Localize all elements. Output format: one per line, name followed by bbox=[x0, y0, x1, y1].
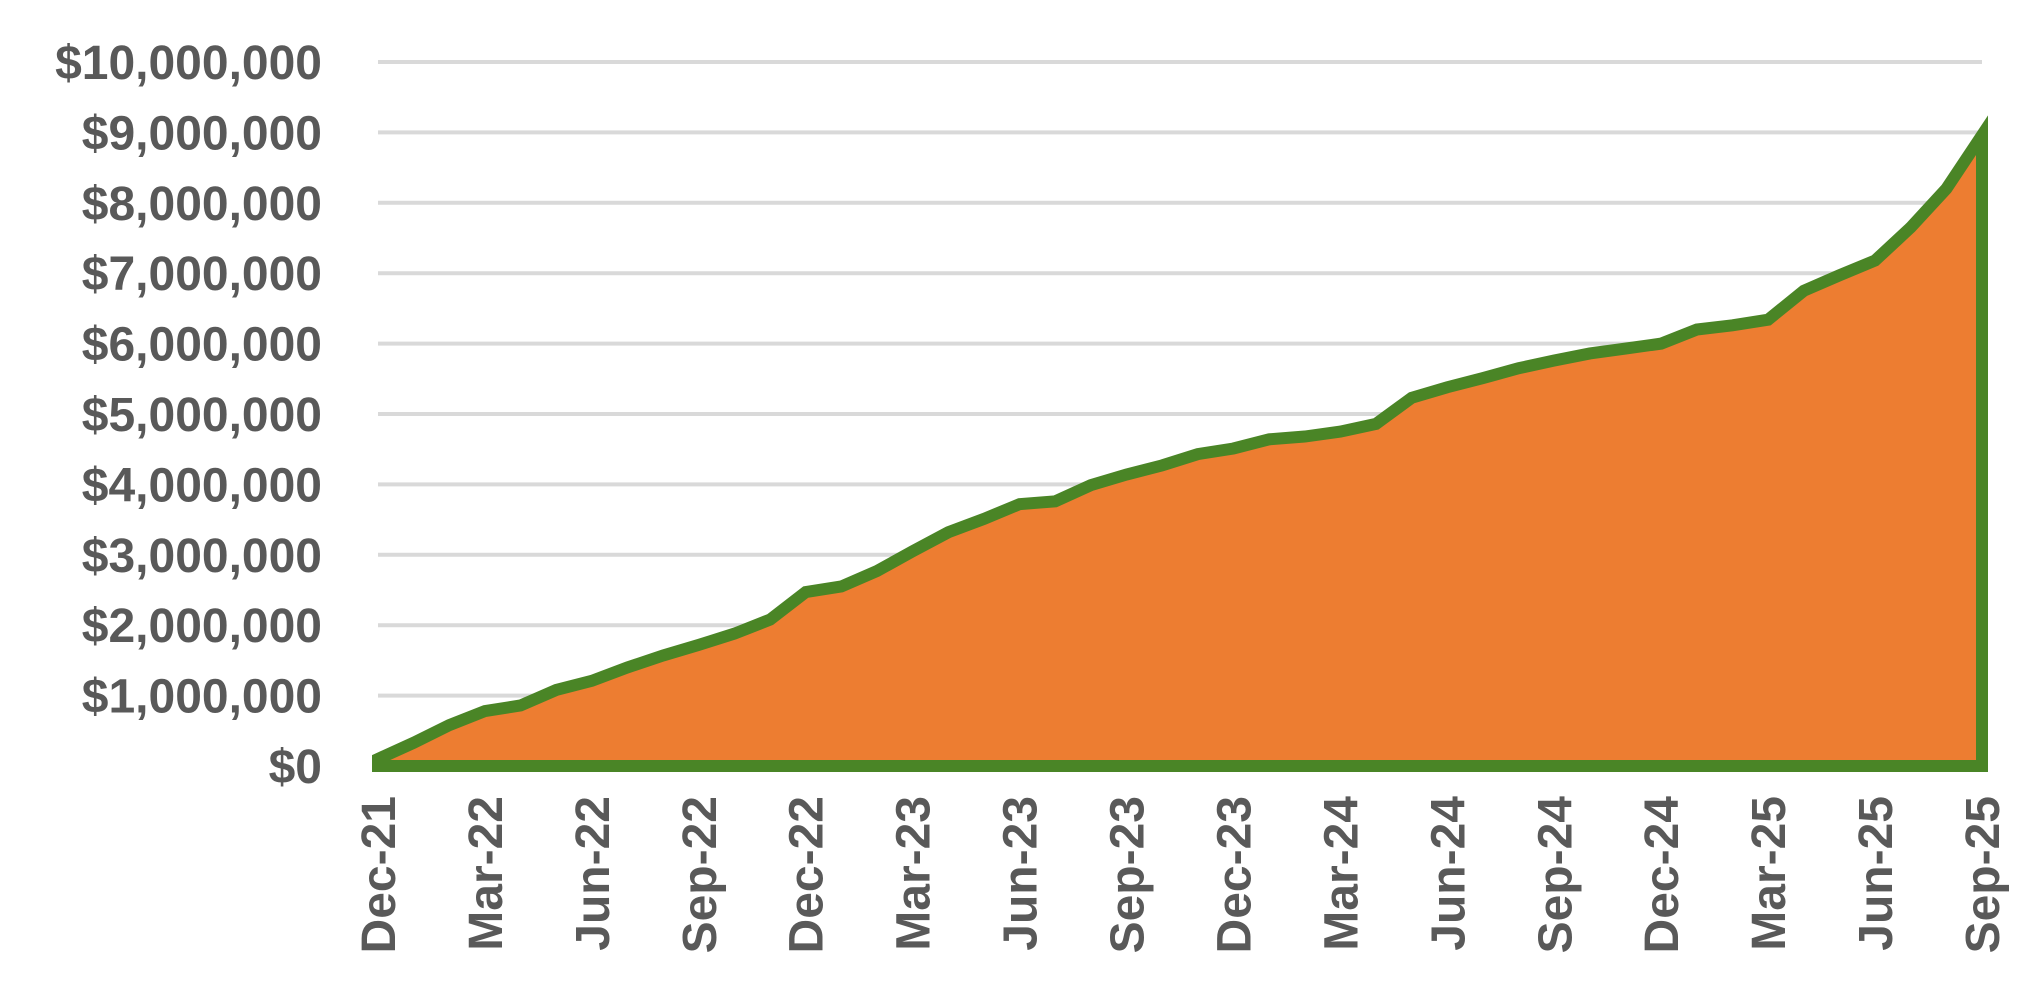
data-point bbox=[835, 580, 847, 592]
data-point bbox=[942, 526, 954, 538]
y-tick-label: $0 bbox=[269, 741, 322, 794]
data-point bbox=[800, 586, 812, 598]
data-point bbox=[1334, 426, 1346, 438]
x-tick-label: Dec-24 bbox=[1636, 796, 1689, 954]
data-point bbox=[372, 753, 384, 765]
data-point bbox=[1370, 418, 1382, 430]
data-point bbox=[657, 649, 669, 661]
x-tick-label: Jun-25 bbox=[1850, 796, 1903, 951]
data-point bbox=[978, 513, 990, 525]
data-point bbox=[1085, 479, 1097, 491]
data-point bbox=[1548, 354, 1560, 366]
data-point bbox=[1655, 338, 1667, 350]
x-tick-label: Jun-22 bbox=[567, 796, 620, 951]
data-point bbox=[1798, 285, 1810, 297]
y-tick-label: $10,000,000 bbox=[55, 37, 322, 90]
data-point bbox=[622, 661, 634, 673]
data-point bbox=[1833, 269, 1845, 281]
data-point bbox=[764, 614, 776, 626]
y-tick-label: $3,000,000 bbox=[82, 530, 322, 583]
x-tick-label: Sep-24 bbox=[1529, 796, 1582, 954]
y-tick-label: $8,000,000 bbox=[82, 178, 322, 231]
x-tick-label: Dec-22 bbox=[781, 796, 834, 953]
data-point bbox=[1192, 448, 1204, 460]
x-tick-label: Mar-24 bbox=[1315, 796, 1368, 951]
data-point bbox=[1406, 392, 1418, 404]
data-point bbox=[1869, 255, 1881, 267]
gridlines bbox=[378, 60, 1982, 698]
data-point bbox=[728, 628, 740, 640]
data-point bbox=[907, 545, 919, 557]
data-point bbox=[1156, 459, 1168, 471]
data-point bbox=[515, 699, 527, 711]
data-point bbox=[1762, 314, 1774, 326]
data-point bbox=[443, 719, 455, 731]
data-point bbox=[1726, 319, 1738, 331]
data-point bbox=[1121, 469, 1133, 481]
y-tick-label: $4,000,000 bbox=[82, 459, 322, 512]
x-tick-label: Jun-24 bbox=[1422, 796, 1475, 951]
y-tick-label: $1,000,000 bbox=[82, 671, 322, 724]
data-point bbox=[1441, 381, 1453, 393]
area-series bbox=[372, 115, 1988, 772]
x-axis-tick-labels: Dec-21 Mar-22 Jun-22 Sep-22 Dec-22 Mar-23 Jun-… bbox=[353, 796, 2010, 954]
data-point bbox=[1227, 442, 1239, 454]
data-point bbox=[1263, 433, 1275, 445]
data-point bbox=[479, 705, 491, 717]
data-point bbox=[1049, 495, 1061, 507]
x-tick-label: Mar-22 bbox=[460, 796, 513, 951]
data-point bbox=[550, 684, 562, 696]
data-point bbox=[1014, 498, 1026, 510]
y-tick-label: $5,000,000 bbox=[82, 389, 322, 442]
data-point bbox=[1477, 372, 1489, 384]
data-point bbox=[871, 565, 883, 577]
x-tick-label: Sep-25 bbox=[1957, 796, 2010, 953]
x-tick-label: Dec-23 bbox=[1208, 796, 1261, 953]
y-tick-label: $6,000,000 bbox=[82, 319, 322, 372]
x-tick-label: Sep-22 bbox=[674, 796, 727, 953]
y-tick-label: $2,000,000 bbox=[82, 600, 322, 653]
x-tick-label: Jun-23 bbox=[995, 796, 1048, 951]
data-point bbox=[1976, 129, 1988, 141]
data-point bbox=[586, 675, 598, 687]
y-axis-tick-labels: $0 $1,000,000 $2,000,000 $3,000,000 $4,000,0… bbox=[55, 37, 322, 794]
x-tick-label: Sep-23 bbox=[1102, 796, 1155, 953]
x-tick-label: Mar-25 bbox=[1743, 796, 1796, 951]
data-point bbox=[1905, 221, 1917, 233]
y-tick-label: $7,000,000 bbox=[82, 248, 322, 301]
data-point bbox=[1940, 183, 1952, 195]
x-tick-label: Dec-21 bbox=[353, 796, 406, 953]
data-point bbox=[1299, 431, 1311, 443]
data-point bbox=[693, 639, 705, 651]
x-tick-label: Mar-23 bbox=[888, 796, 941, 951]
data-point bbox=[1620, 343, 1632, 355]
series-area bbox=[372, 115, 1988, 772]
y-tick-label: $9,000,000 bbox=[82, 107, 322, 160]
data-point bbox=[1584, 347, 1596, 359]
data-point bbox=[1691, 324, 1703, 336]
data-point bbox=[408, 737, 420, 749]
data-point bbox=[1513, 362, 1525, 374]
